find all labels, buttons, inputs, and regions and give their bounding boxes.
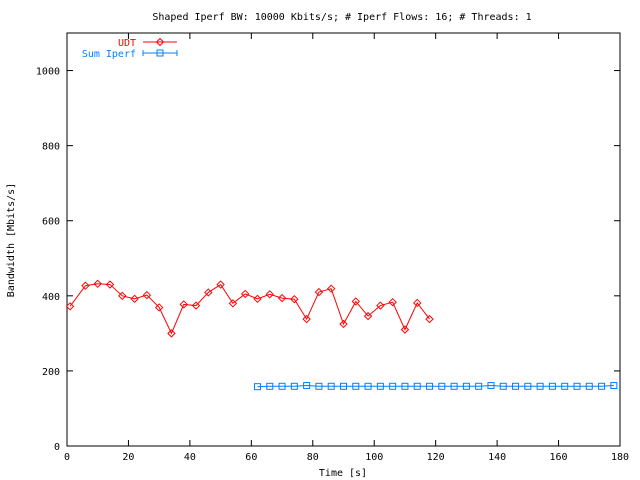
series-line bbox=[257, 385, 614, 388]
data-point bbox=[352, 382, 360, 390]
data-point bbox=[216, 280, 225, 289]
data-point bbox=[499, 382, 507, 390]
x-tick-label: 60 bbox=[245, 452, 257, 463]
data-point bbox=[278, 382, 286, 390]
data-point bbox=[536, 382, 544, 390]
data-point bbox=[142, 290, 152, 300]
data-point bbox=[376, 382, 384, 390]
data-point bbox=[81, 281, 90, 290]
x-tick-label: 180 bbox=[611, 452, 629, 463]
data-point bbox=[413, 298, 422, 308]
data-point bbox=[265, 290, 274, 299]
plot-frame bbox=[66, 32, 621, 447]
legend-label: Sum Iperf bbox=[82, 49, 136, 60]
data-point bbox=[548, 382, 556, 390]
data-point bbox=[327, 284, 336, 293]
x-axis-label: Time [s] bbox=[319, 468, 367, 479]
data-point bbox=[204, 288, 213, 297]
data-point bbox=[314, 287, 324, 297]
x-tick-label: 100 bbox=[365, 452, 383, 463]
data-point bbox=[389, 382, 397, 390]
data-point bbox=[610, 382, 618, 390]
data-point bbox=[302, 314, 311, 324]
data-point bbox=[475, 382, 483, 390]
data-point bbox=[450, 382, 458, 390]
series-layer bbox=[65, 279, 618, 391]
data-point bbox=[400, 325, 410, 334]
data-point bbox=[339, 319, 348, 329]
y-tick-label: 600 bbox=[42, 217, 60, 228]
data-point bbox=[253, 383, 261, 391]
data-point bbox=[413, 382, 421, 390]
x-tick-label: 80 bbox=[307, 452, 319, 463]
data-point bbox=[167, 329, 176, 338]
data-point bbox=[401, 382, 409, 390]
data-point bbox=[191, 301, 201, 310]
data-point bbox=[363, 311, 373, 321]
data-point bbox=[130, 294, 139, 304]
data-point bbox=[179, 300, 188, 309]
y-tick-label: 200 bbox=[42, 367, 60, 378]
axis-ticks: 0 20 40 60 80 100 120 140 160 180 0 200 400 600 800 100… bbox=[36, 33, 629, 463]
data-point bbox=[240, 289, 250, 299]
data-point bbox=[65, 302, 75, 311]
data-point bbox=[585, 382, 593, 390]
data-point bbox=[277, 293, 287, 303]
series-sum-iperf bbox=[253, 382, 618, 391]
data-point bbox=[340, 382, 347, 390]
series-udt bbox=[65, 279, 434, 338]
data-point bbox=[351, 297, 360, 306]
data-point bbox=[438, 382, 446, 390]
data-point bbox=[253, 294, 262, 304]
data-point bbox=[573, 382, 581, 390]
data-point bbox=[487, 382, 495, 390]
data-point bbox=[512, 382, 520, 390]
data-point bbox=[290, 294, 299, 304]
data-point bbox=[118, 291, 127, 301]
data-point bbox=[426, 382, 434, 390]
x-tick-label: 120 bbox=[427, 452, 445, 463]
data-point bbox=[388, 297, 397, 307]
y-axis-label: Bandwidth [Mbits/s] bbox=[6, 183, 17, 297]
x-tick-label: 140 bbox=[488, 452, 506, 463]
y-tick-label: 1000 bbox=[36, 67, 60, 78]
data-point bbox=[105, 280, 115, 289]
y-tick-label: 400 bbox=[42, 292, 60, 303]
data-point bbox=[376, 301, 385, 310]
legend-marker bbox=[156, 49, 164, 57]
data-point bbox=[364, 382, 372, 390]
data-point bbox=[598, 382, 606, 390]
x-tick-label: 40 bbox=[184, 452, 196, 463]
data-point bbox=[315, 382, 323, 390]
x-tick-label: 160 bbox=[550, 452, 568, 463]
data-point bbox=[154, 303, 164, 312]
data-point bbox=[561, 382, 569, 390]
chart-title: Shaped Iperf BW: 10000 Kbits/s; # Iperf … bbox=[152, 12, 531, 23]
data-point bbox=[303, 382, 311, 390]
data-point bbox=[327, 382, 335, 390]
data-point bbox=[266, 382, 274, 390]
data-point bbox=[425, 314, 434, 324]
data-point bbox=[228, 299, 238, 308]
data-point bbox=[93, 279, 102, 289]
x-tick-label: 0 bbox=[64, 452, 70, 463]
data-point bbox=[462, 382, 470, 390]
data-point bbox=[524, 382, 532, 390]
legend-marker bbox=[155, 37, 165, 47]
y-tick-label: 0 bbox=[54, 442, 60, 453]
y-tick-label: 800 bbox=[42, 142, 60, 153]
legend-label: UDT bbox=[118, 38, 136, 49]
series-line bbox=[69, 283, 430, 335]
data-point bbox=[290, 382, 298, 390]
x-tick-label: 20 bbox=[122, 452, 134, 463]
